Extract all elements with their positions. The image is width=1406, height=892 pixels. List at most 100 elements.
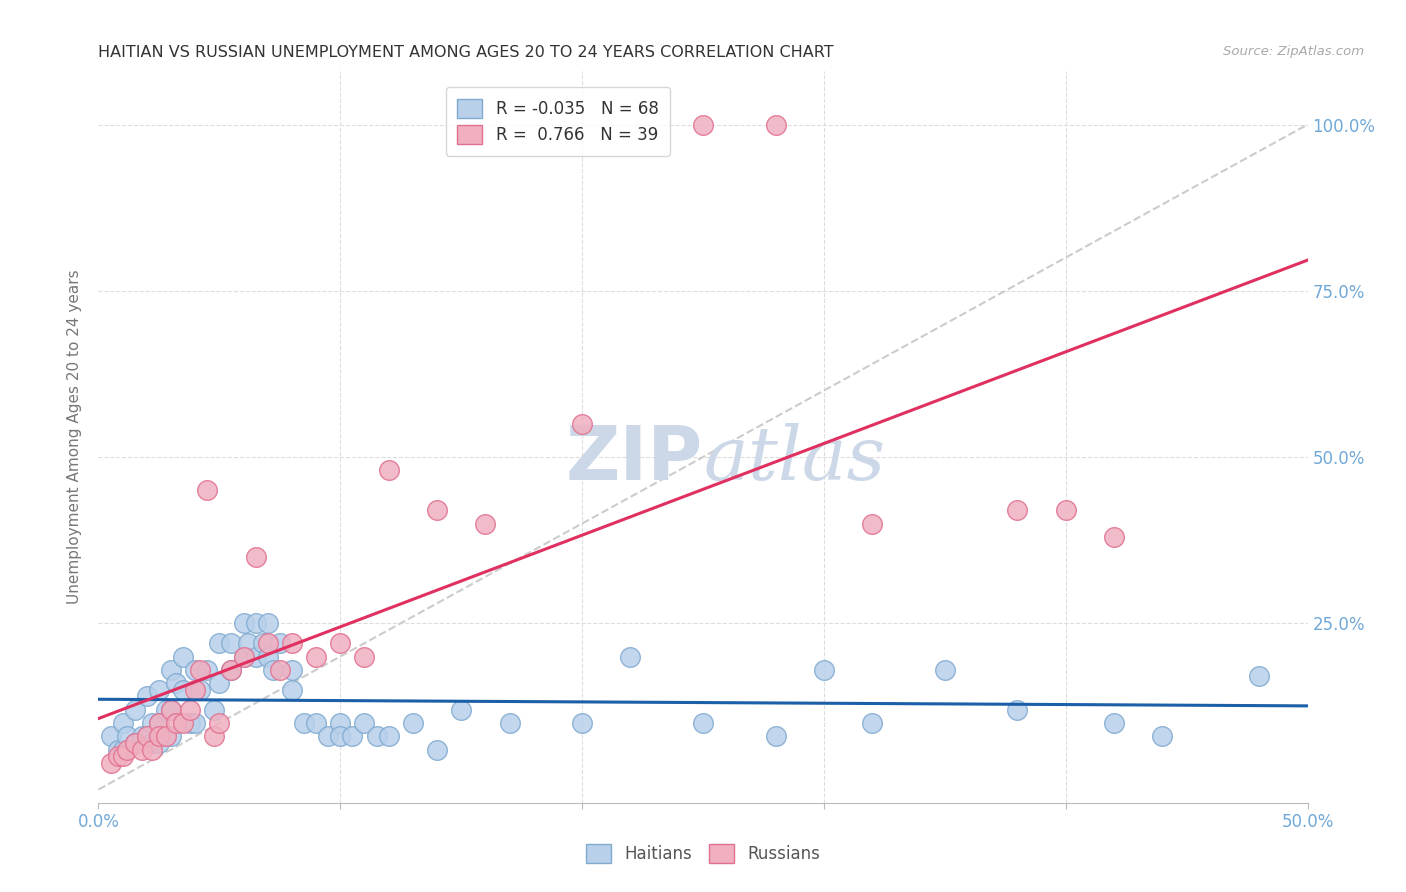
Point xyxy=(426,742,449,756)
Point xyxy=(148,682,170,697)
Point xyxy=(155,703,177,717)
Point xyxy=(141,742,163,756)
Point xyxy=(148,716,170,731)
Point xyxy=(281,682,304,697)
Point xyxy=(172,716,194,731)
Point xyxy=(179,716,201,731)
Point xyxy=(148,716,170,731)
Point xyxy=(155,729,177,743)
Point xyxy=(765,729,787,743)
Point xyxy=(160,703,183,717)
Point xyxy=(1102,716,1125,731)
Text: atlas: atlas xyxy=(703,423,886,495)
Point xyxy=(111,742,134,756)
Point xyxy=(184,716,207,731)
Point xyxy=(366,729,388,743)
Point xyxy=(1152,729,1174,743)
Point xyxy=(692,118,714,132)
Point xyxy=(256,616,278,631)
Point xyxy=(1007,703,1029,717)
Point xyxy=(117,742,139,756)
Point xyxy=(204,703,226,717)
Legend: Haitians, Russians: Haitians, Russians xyxy=(575,832,831,875)
Point xyxy=(117,729,139,743)
Point xyxy=(221,636,243,650)
Point xyxy=(329,716,352,731)
Point xyxy=(131,729,153,743)
Point xyxy=(342,729,364,743)
Point xyxy=(305,649,328,664)
Point xyxy=(148,729,170,743)
Point xyxy=(111,749,134,764)
Point xyxy=(172,649,194,664)
Point xyxy=(135,729,157,743)
Point xyxy=(184,682,207,697)
Point xyxy=(141,736,163,750)
Point xyxy=(813,663,835,677)
Point xyxy=(571,417,593,431)
Point xyxy=(195,483,218,498)
Point xyxy=(1102,530,1125,544)
Point xyxy=(305,716,328,731)
Point xyxy=(195,663,218,677)
Point xyxy=(765,118,787,132)
Point xyxy=(111,716,134,731)
Point xyxy=(1054,503,1077,517)
Point xyxy=(474,516,496,531)
Point xyxy=(107,749,129,764)
Point xyxy=(208,716,231,731)
Point xyxy=(329,636,352,650)
Point xyxy=(292,716,315,731)
Point xyxy=(160,663,183,677)
Point xyxy=(160,703,183,717)
Point xyxy=(184,663,207,677)
Point xyxy=(135,729,157,743)
Point xyxy=(692,716,714,731)
Point xyxy=(281,636,304,650)
Point xyxy=(124,736,146,750)
Point xyxy=(208,676,231,690)
Point xyxy=(269,636,291,650)
Point xyxy=(124,736,146,750)
Point xyxy=(160,729,183,743)
Point xyxy=(238,636,260,650)
Point xyxy=(179,703,201,717)
Point xyxy=(204,729,226,743)
Point xyxy=(450,703,472,717)
Point xyxy=(860,716,883,731)
Point xyxy=(221,663,243,677)
Point xyxy=(172,682,194,697)
Point xyxy=(426,503,449,517)
Point xyxy=(262,663,284,677)
Point xyxy=(107,742,129,756)
Text: Source: ZipAtlas.com: Source: ZipAtlas.com xyxy=(1223,45,1364,58)
Y-axis label: Unemployment Among Ages 20 to 24 years: Unemployment Among Ages 20 to 24 years xyxy=(67,269,83,605)
Point xyxy=(188,682,211,697)
Point xyxy=(316,729,339,743)
Point xyxy=(402,716,425,731)
Point xyxy=(135,690,157,704)
Point xyxy=(256,636,278,650)
Point xyxy=(221,663,243,677)
Point xyxy=(498,716,520,731)
Point xyxy=(232,616,254,631)
Point xyxy=(1249,669,1271,683)
Point xyxy=(619,649,641,664)
Point xyxy=(934,663,956,677)
Point xyxy=(124,703,146,717)
Point xyxy=(245,649,267,664)
Point xyxy=(188,663,211,677)
Legend: R = -0.035   N = 68, R =  0.766   N = 39: R = -0.035 N = 68, R = 0.766 N = 39 xyxy=(446,87,671,155)
Text: ZIP: ZIP xyxy=(565,423,703,496)
Point xyxy=(245,616,267,631)
Point xyxy=(232,649,254,664)
Point xyxy=(860,516,883,531)
Point xyxy=(571,716,593,731)
Point xyxy=(256,649,278,664)
Point xyxy=(269,663,291,677)
Point xyxy=(208,636,231,650)
Point xyxy=(232,649,254,664)
Point xyxy=(165,716,187,731)
Point xyxy=(100,756,122,770)
Point xyxy=(281,663,304,677)
